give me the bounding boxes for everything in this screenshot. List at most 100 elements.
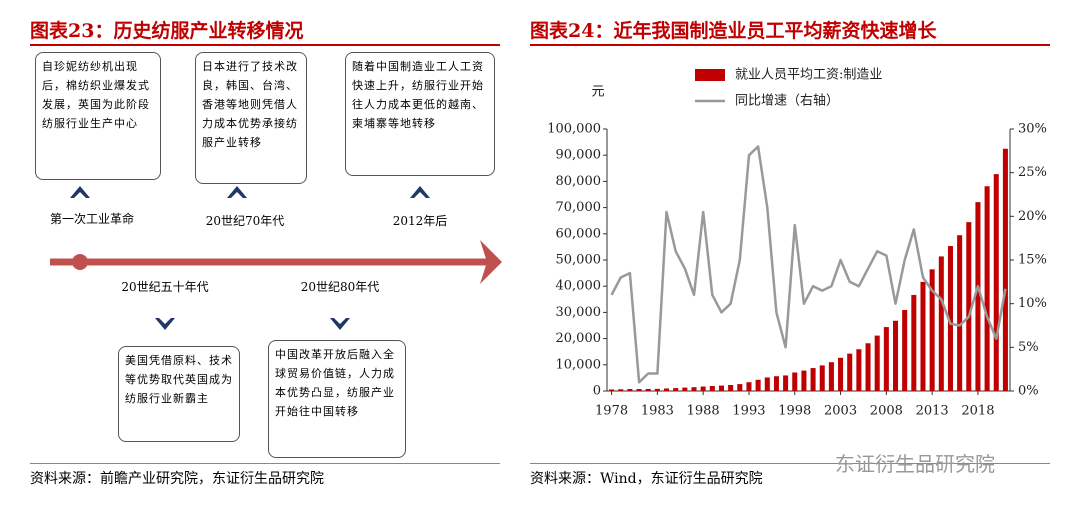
y-tick-label: 100,000 [547, 122, 601, 137]
bar [883, 327, 889, 391]
legend-label: 同比增速（右轴） [735, 94, 839, 109]
source: 资料来源：Wind，东证衍生品研究院 [530, 471, 763, 487]
x-tick-label: 2013 [916, 404, 949, 419]
bar [984, 186, 990, 391]
x-tick-label: 2008 [870, 404, 903, 419]
bar [966, 222, 972, 391]
x-tick-label: 1993 [732, 404, 765, 419]
bar [920, 281, 926, 391]
event-label: 第一次工业革命 [49, 212, 135, 226]
source-rule [30, 463, 500, 464]
source: 资料来源：前瞻产业研究院，东证衍生品研究院 [30, 471, 324, 487]
x-tick-label: 2018 [961, 404, 994, 419]
title-rule [30, 44, 500, 46]
event-label: 20世纪70年代 [205, 214, 285, 228]
bar [728, 385, 734, 391]
bar [746, 382, 752, 391]
chart-title: 图表24：近年我国制造业员工平均薪资快速增长 [530, 20, 937, 42]
x-tick-label: 1978 [595, 404, 628, 419]
bar [1002, 148, 1008, 391]
watermark: 东证衍生品研究院 [835, 452, 995, 476]
bar [838, 357, 844, 391]
bar [856, 349, 862, 391]
event-box: 自珍妮纺纱机出现后，棉纺织业爆发式发展，英国为此阶段纺服行业生产中心 [35, 52, 161, 180]
bar [929, 269, 935, 391]
bar [609, 389, 615, 391]
arrow-head [480, 240, 502, 284]
x-tick-label: 1983 [641, 404, 674, 419]
bar [975, 202, 981, 391]
y-tick-label: 0 [593, 384, 601, 399]
event-box: 中国改革开放后融入全球贸易价值链，人力成本优势凸显，纺服产业开始往中国转移 [268, 340, 406, 458]
bar [938, 256, 944, 391]
event-box: 美国凭借原料、技术等优势取代英国成为纺服行业新霸主 [118, 346, 240, 442]
y-tick-label: 90,000 [556, 148, 602, 163]
y2-tick-label: 20% [1018, 209, 1047, 224]
x-tick-label: 2003 [824, 404, 857, 419]
y2-tick-label: 30% [1018, 122, 1047, 137]
event-box: 随着中国制造业工人工资快速上升，纺服行业开始往人力成本更低的越南、柬埔寨等地转移 [345, 52, 495, 176]
bar [947, 246, 953, 391]
bar [737, 384, 743, 391]
bar [911, 294, 917, 391]
bar [773, 376, 779, 391]
bar [627, 389, 633, 391]
y-tick-label: 50,000 [556, 253, 602, 268]
y-tick-label: 20,000 [556, 331, 602, 346]
event-label: 20世纪80年代 [300, 280, 380, 294]
timeline-dot [72, 254, 88, 270]
bar [801, 370, 807, 391]
bar [828, 362, 834, 391]
bar [874, 335, 880, 391]
left-title: 图表23：历史纺服产业转移情况 [30, 20, 304, 42]
bar [709, 386, 715, 391]
y-tick-label: 30,000 [556, 305, 602, 320]
y-axis-label: 元 [591, 85, 604, 100]
bar [993, 174, 999, 391]
event-label: 2012年后 [392, 214, 448, 228]
bar [636, 389, 642, 391]
bar [645, 388, 651, 391]
bar [764, 377, 770, 391]
bar [783, 375, 789, 391]
x-tick-label: 1988 [687, 404, 720, 419]
bar [691, 387, 697, 391]
y2-tick-label: 10% [1018, 296, 1047, 311]
bar [755, 379, 761, 391]
bar [718, 385, 725, 391]
y2-tick-label: 25% [1018, 165, 1047, 180]
line [610, 145, 1007, 384]
bar [654, 388, 660, 391]
event-label: 20世纪五十年代 [121, 280, 209, 294]
bar [682, 387, 688, 391]
legend-label: 就业人员平均工资:制造业 [735, 68, 882, 83]
chevrons [70, 186, 430, 330]
y2-tick-label: 15% [1018, 253, 1047, 268]
y2-tick-label: 0% [1018, 384, 1039, 399]
bar [957, 235, 963, 391]
legend-swatch [695, 69, 725, 81]
bar [810, 368, 816, 391]
x-tick-label: 1998 [778, 404, 811, 419]
y-tick-label: 40,000 [556, 279, 602, 294]
source-rule [530, 463, 1050, 464]
bar [847, 353, 853, 391]
y-tick-label: 80,000 [556, 174, 602, 189]
bar [865, 343, 871, 391]
bar [892, 320, 899, 391]
bar [700, 386, 706, 391]
bar [664, 388, 670, 391]
title-rule [530, 44, 1050, 46]
y2-tick-label: 5% [1018, 340, 1039, 355]
y-tick-label: 70,000 [556, 200, 602, 215]
bar [902, 310, 908, 391]
bar [792, 372, 798, 391]
bar [673, 388, 679, 391]
y-tick-label: 10,000 [556, 357, 602, 372]
y-tick-label: 60,000 [556, 226, 602, 241]
bar [819, 365, 825, 391]
bar [618, 389, 624, 391]
event-box: 日本进行了技术改良，韩国、台湾、香港等地则凭借人力成本优势承接纺服产业转移 [195, 52, 307, 184]
